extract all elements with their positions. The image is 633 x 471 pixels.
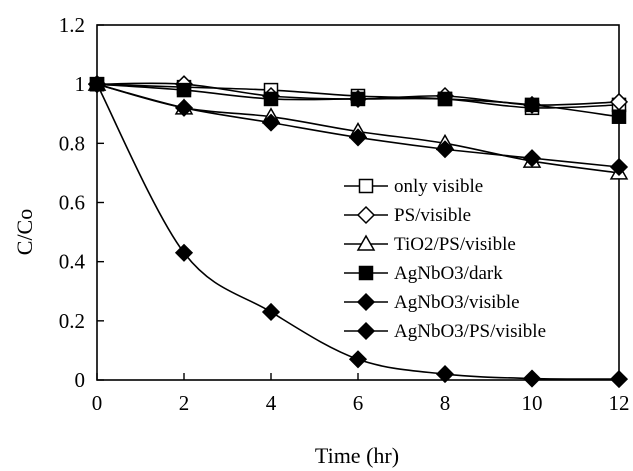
legend-marker <box>356 234 376 251</box>
data-point <box>437 91 453 107</box>
data-point <box>174 243 194 262</box>
y-tick-label: 1.2 <box>59 13 85 37</box>
x-tick-label: 2 <box>179 391 190 415</box>
series-6 <box>87 75 629 389</box>
y-tick-label: 1 <box>75 72 86 96</box>
data-point <box>609 370 629 389</box>
legend-label: PS/visible <box>394 205 471 226</box>
legend: only visible PS/visible TiO2/PS/visible AgN… <box>344 176 546 342</box>
legend-marker <box>358 265 374 281</box>
legend-item: AgNbO3/visible <box>344 292 520 313</box>
legend-label: AgNbO3/visible <box>394 292 520 313</box>
data-point <box>435 365 455 384</box>
series-4 <box>89 76 627 124</box>
legend-item: AgNbO3/dark <box>344 263 503 284</box>
x-axis-title: Time (hr) <box>315 443 399 468</box>
data-point <box>87 75 107 94</box>
x-tick-label: 6 <box>353 391 364 415</box>
y-tick-label: 0.6 <box>59 191 85 215</box>
legend-item: only visible <box>344 176 483 197</box>
x-tick-label: 0 <box>92 391 103 415</box>
x-tick-label: 12 <box>609 391 630 415</box>
legend-item: AgNbO3/PS/visible <box>344 321 546 342</box>
x-tick-label: 8 <box>440 391 451 415</box>
x-tick-label: 10 <box>522 391 543 415</box>
legend-item: TiO2/PS/visible <box>344 234 516 255</box>
data-point <box>350 91 366 107</box>
data-point <box>522 149 542 168</box>
data-point <box>435 140 455 159</box>
legend-marker <box>358 178 374 194</box>
x-tick-label: 4 <box>266 391 277 415</box>
legend-marker <box>356 205 376 225</box>
series-layer <box>87 74 629 389</box>
data-point <box>611 109 627 124</box>
data-point <box>348 350 368 369</box>
y-tick-label: 0.4 <box>59 250 86 274</box>
y-tick-label: 0.8 <box>59 131 85 155</box>
data-point <box>348 128 368 147</box>
data-point <box>174 98 194 117</box>
data-point <box>263 91 279 107</box>
legend-label: AgNbO3/dark <box>394 263 503 284</box>
legend-label: TiO2/PS/visible <box>394 234 516 255</box>
data-point <box>522 369 542 388</box>
legend-marker <box>356 321 376 341</box>
data-point <box>609 157 629 177</box>
data-point <box>261 113 281 132</box>
y-tick-label: 0 <box>75 368 86 392</box>
y-axis-title: C/Co <box>12 209 37 255</box>
y-tick-label: 0.2 <box>59 309 85 333</box>
data-point <box>176 82 192 98</box>
legend-marker <box>356 292 376 312</box>
x-axis: 0 2 4 6 8 10 12 <box>92 373 630 415</box>
data-point <box>524 97 540 113</box>
legend-label: only visible <box>394 176 483 197</box>
legend-label: AgNbO3/PS/visible <box>394 321 546 342</box>
legend-item: PS/visible <box>344 205 471 226</box>
data-point <box>261 302 281 322</box>
y-axis: 0 0.2 0.4 0.6 0.8 1 1.2 <box>59 13 104 392</box>
